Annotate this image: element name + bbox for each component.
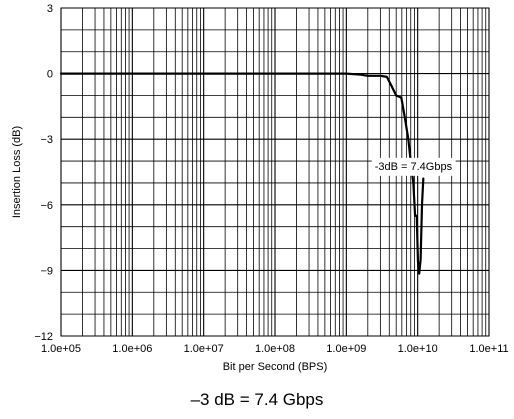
x-tick-label: 1.0e+10 (398, 343, 438, 355)
x-tick-labels: 1.0e+05 1.0e+06 1.0e+07 1.0e+08 1.0e+09 1.0e+… (41, 343, 509, 355)
y-tick-labels: −12 −9 −6 −3 0 3 (34, 3, 53, 343)
x-tick-label: 1.0e+05 (41, 343, 81, 355)
x-tick-label: 1.0e+07 (184, 343, 224, 355)
insertion-loss-line (59, 72, 425, 275)
annotation-label: -3dB = 7.4Gbps (375, 161, 453, 173)
y-tick-label: −3 (40, 134, 53, 146)
y-tick-label: 0 (47, 69, 53, 81)
y-tick-label: −6 (40, 200, 53, 212)
x-tick-label: 1.0e+06 (112, 343, 152, 355)
y-tick-label: −12 (34, 331, 53, 343)
y-tick-label: −9 (40, 265, 53, 277)
plot-frame (60, 7, 490, 337)
x-tick-label: 1.0e+08 (255, 343, 295, 355)
annotation: -3dB = 7.4Gbps (371, 157, 456, 176)
x-axis-title: Bit per Second (BPS) (223, 361, 328, 373)
y-axis-title: Insertion Loss (dB) (11, 126, 23, 218)
annotation-background (371, 157, 456, 176)
x-tick-label: 1.0e+09 (326, 343, 366, 355)
y-tick-label: 3 (47, 3, 53, 15)
x-tick-label: 1.0e+11 (469, 343, 508, 355)
caption: –3 dB = 7.4 Gbps (190, 390, 324, 409)
